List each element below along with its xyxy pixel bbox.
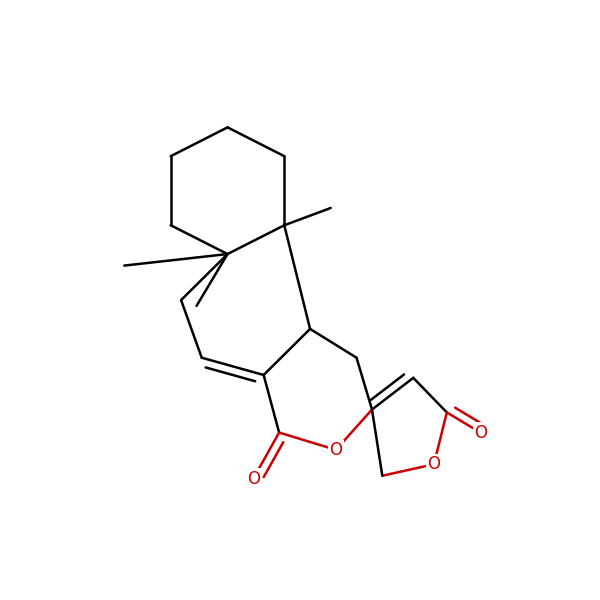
Text: O: O: [427, 455, 440, 473]
Text: O: O: [329, 441, 343, 459]
Text: O: O: [474, 424, 487, 442]
Text: O: O: [247, 470, 260, 488]
